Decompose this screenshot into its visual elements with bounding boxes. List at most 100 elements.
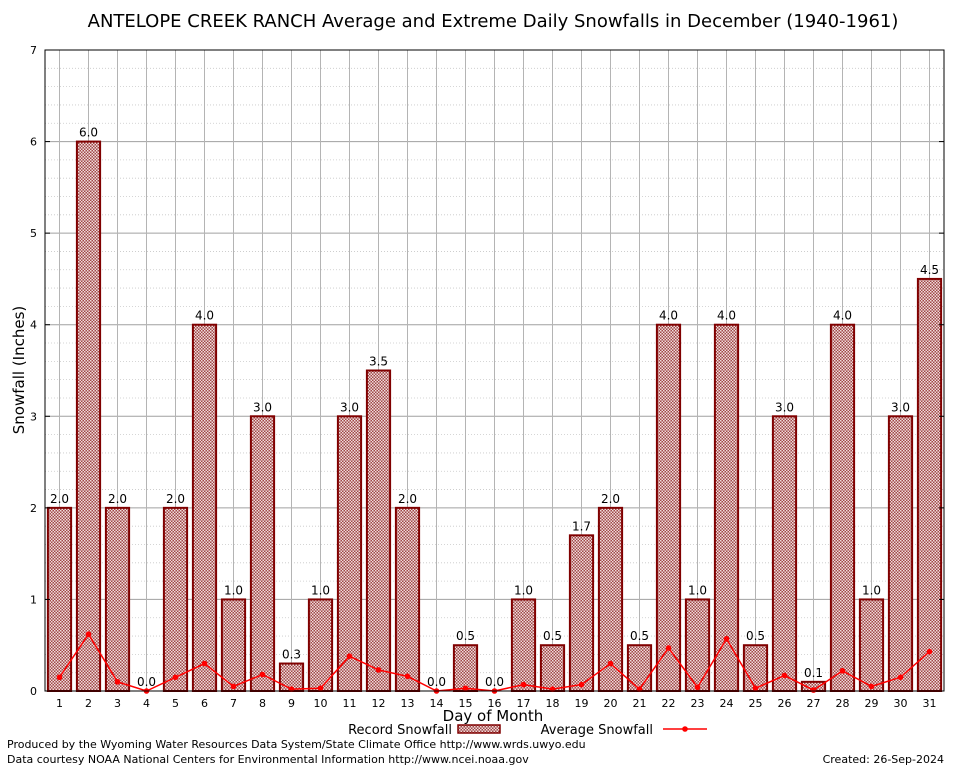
x-tick-label: 16	[488, 697, 502, 710]
bar-record-day-5	[162, 506, 189, 692]
x-tick-label: 11	[343, 697, 357, 710]
bar-value-label: 3.5	[369, 355, 388, 369]
bar-record-day-2	[75, 140, 102, 693]
average-point-day-8	[259, 671, 266, 678]
average-point-day-11	[346, 653, 353, 660]
average-point-day-12	[375, 667, 382, 673]
x-tick-label: 27	[807, 697, 821, 710]
bar-value-label: 3.0	[775, 400, 794, 414]
y-tick-label: 7	[30, 44, 37, 57]
x-tick-label: 18	[546, 697, 560, 710]
bar-value-label: 4.0	[833, 309, 852, 323]
bar-value-label: 2.0	[398, 492, 417, 506]
x-tick-label: 12	[372, 697, 386, 710]
x-tick-label: 22	[662, 697, 676, 710]
bar-value-label: 0.5	[746, 629, 765, 643]
y-tick-label: 2	[30, 502, 37, 515]
bar-value-label: 4.5	[920, 263, 939, 277]
x-tick-label: 6	[201, 697, 208, 710]
x-tick-label: 19	[575, 697, 589, 710]
bar-record-day-6	[191, 323, 218, 692]
x-tick-label: 10	[314, 697, 328, 710]
x-tick-label: 9	[288, 697, 295, 710]
average-point-day-1	[56, 674, 63, 681]
bar-value-label: 2.0	[108, 492, 127, 506]
average-point-day-15	[462, 685, 469, 692]
average-point-day-2	[85, 631, 92, 638]
bar-value-label: 4.0	[717, 309, 736, 323]
average-point-day-6	[201, 660, 208, 667]
bar-value-label: 0.3	[282, 648, 301, 662]
average-point-day-17	[520, 681, 527, 688]
bar-record-day-15	[452, 644, 479, 693]
x-tick-label: 3	[114, 697, 121, 710]
x-tick-label: 26	[778, 697, 792, 710]
x-tick-label: 8	[259, 697, 266, 710]
average-point-day-3	[114, 679, 121, 685]
x-tick-label: 20	[604, 697, 618, 710]
average-point-day-7	[230, 683, 237, 690]
bar-labels: 2.0 6.0 2.0 0.0 2.0 4.0 1.0 3.0 0.3 1.0 3.0 3.5 2.0 0…	[50, 126, 939, 689]
bar-record-day-8	[249, 415, 276, 692]
average-point-day-24	[723, 636, 730, 642]
bar-record-day-13	[394, 506, 421, 692]
x-tick-label: 25	[749, 697, 763, 710]
chart-title: ANTELOPE CREEK RANCH Average and Extreme…	[88, 11, 899, 32]
legend-swatch-record	[457, 724, 501, 734]
bar-value-label: 4.0	[659, 309, 678, 323]
average-point-day-31	[926, 648, 933, 655]
x-tick-label: 30	[894, 697, 908, 710]
bar-record-day-30	[887, 415, 914, 692]
y-tick-label: 6	[30, 136, 37, 149]
bar-value-label: 4.0	[195, 309, 214, 323]
x-tick-label: 7	[230, 697, 237, 710]
y-tick-label: 3	[30, 410, 37, 423]
average-point-day-27	[810, 687, 817, 693]
x-axis-label: Day of Month	[443, 707, 544, 725]
average-point-day-22	[665, 645, 672, 651]
bar-record-day-29	[858, 598, 885, 693]
y-axis-label: Snowfall (Inches)	[10, 306, 28, 434]
bar-value-label: 2.0	[601, 492, 620, 506]
bar-record-day-11	[336, 415, 363, 692]
average-point-day-28	[839, 668, 846, 674]
average-point-day-29	[868, 683, 875, 690]
bar-record-day-19	[568, 534, 595, 692]
footer-created: Created: 26-Sep-2024	[823, 753, 944, 766]
x-tick-label: 24	[720, 697, 734, 710]
x-tick-label: 15	[459, 697, 473, 710]
legend-label-average: Average Snowfall	[541, 723, 653, 738]
x-tick-label: 21	[633, 697, 647, 710]
bar-value-label: 0.0	[137, 675, 156, 689]
footer-data-source: Data courtesy NOAA National Centers for …	[7, 753, 529, 766]
legend-marker-average	[682, 726, 688, 732]
bar-record-day-17	[510, 598, 537, 693]
average-point-day-10	[317, 685, 324, 692]
x-tick-label: 29	[865, 697, 879, 710]
average-point-day-20	[607, 660, 614, 667]
bar-value-label: 1.7	[572, 519, 591, 533]
y-tick-label: 5	[30, 227, 37, 240]
bar-record-day-21	[626, 644, 653, 693]
average-point-day-30	[897, 674, 904, 681]
bar-value-label: 0.5	[543, 629, 562, 643]
bar-record-day-10	[307, 598, 334, 693]
bar-record-day-3	[104, 506, 131, 692]
bar-value-label: 0.1	[804, 666, 823, 680]
y-tick-label: 1	[30, 593, 37, 606]
bar-value-label: 2.0	[166, 492, 185, 506]
x-tick-label: 2	[85, 697, 92, 710]
bar-record-day-31	[916, 277, 943, 692]
bar-record-day-12	[365, 369, 392, 692]
bar-value-label: 1.0	[224, 583, 243, 597]
bar-value-label: 1.0	[514, 583, 533, 597]
footer-credit: Produced by the Wyoming Water Resources …	[7, 738, 586, 751]
average-point-day-19	[578, 681, 585, 688]
bar-value-label: 3.0	[891, 400, 910, 414]
y-tick-label: 4	[30, 319, 37, 332]
x-tick-label: 28	[836, 697, 850, 710]
bar-value-label: 0.0	[485, 675, 504, 689]
